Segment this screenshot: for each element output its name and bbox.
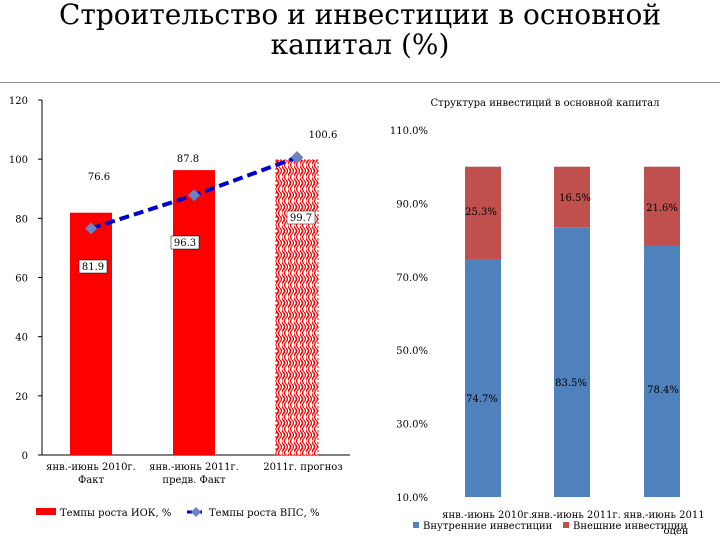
y-tick-label: 100 xyxy=(9,155,28,166)
x-category-label-0: янв.-июнь 2010г. xyxy=(46,462,136,473)
bar-label-ioc-2: 99.7 xyxy=(290,213,312,224)
y-tick-label: 0 xyxy=(22,451,28,462)
bar-label-external-0: 25.3% xyxy=(465,207,497,218)
bar-internal-2 xyxy=(644,245,680,497)
y-tick-label: 20 xyxy=(15,392,28,403)
legend-swatch-external xyxy=(563,522,569,528)
bar-ioc-0 xyxy=(70,212,112,455)
bar-ioc-1 xyxy=(173,170,215,456)
line-vps-marker-0 xyxy=(84,222,98,235)
bar-label-box xyxy=(286,210,316,225)
x-category-label-2: янв.-июнь 2011 xyxy=(623,510,704,521)
y-tick-label: 120 xyxy=(9,96,28,107)
bar-label-external-2: 21.6% xyxy=(646,203,678,214)
line-vps-marker-2 xyxy=(290,151,304,164)
slide-title-line2: капитал (%) xyxy=(270,28,450,61)
legend-swatch-ioc xyxy=(36,508,56,515)
x-category-label-1: предв. Факт xyxy=(162,475,226,486)
y-tick-label: 60 xyxy=(15,274,28,285)
legend-label-internal: Внутренние инвестиции xyxy=(423,521,553,532)
y-tick-label: 80 xyxy=(15,214,28,225)
y-tick-label: 40 xyxy=(15,333,28,344)
legend-label-external: Внешние инвестиции xyxy=(573,521,687,532)
bar-label-box xyxy=(78,259,108,274)
line-vps-marker-1 xyxy=(187,188,201,202)
x-category-label-0: Факт xyxy=(78,475,105,486)
bar-label-box xyxy=(170,235,200,250)
bar-label-internal-1: 83.5% xyxy=(555,378,587,389)
legend-swatch-internal xyxy=(413,522,419,528)
bar-label-ioc-1: 96.3 xyxy=(174,238,196,249)
investment-growth-chart: 0 20 40 60 80 100 120 81.9 96.3 99.7 76.6 87.8 100.6… xyxy=(9,96,350,519)
y-tick-label: 30.0% xyxy=(396,420,428,431)
chart-title: Структура инвестиций в основной капитал xyxy=(431,98,660,109)
bar-external-1 xyxy=(554,166,590,228)
bar-label-external-1: 16.5% xyxy=(559,193,591,204)
y-tick-label: 50.0% xyxy=(396,346,428,357)
y-tick-label: 90.0% xyxy=(396,199,428,210)
y-tick-label: 110.0% xyxy=(390,126,428,137)
bar-label-internal-2: 78.4% xyxy=(647,385,679,396)
x-category-label-1: янв.-июнь 2011г. xyxy=(149,462,239,473)
bar-internal-1 xyxy=(554,227,590,497)
y-tick-label: 10.0% xyxy=(396,493,428,504)
line-label-vps-1: 87.8 xyxy=(177,154,199,165)
bar-label-ioc-0: 81.9 xyxy=(82,262,104,273)
investment-structure-chart: Структура инвестиций в основной капитал 1… xyxy=(390,98,705,537)
title-divider xyxy=(0,82,720,83)
x-category-label-0: янв.-июнь 2010г. xyxy=(442,510,532,521)
bar-label-internal-0: 74.7% xyxy=(466,394,498,405)
line-label-vps-0: 76.6 xyxy=(88,172,110,183)
bar-external-2 xyxy=(644,166,680,246)
legend-label-ioc: Темпы роста ИОК, % xyxy=(60,508,171,519)
y-tick-label: 70.0% xyxy=(396,273,428,284)
slide-title-line1: Строительство и инвестиции в основной xyxy=(58,0,662,31)
line-label-vps-2: 100.6 xyxy=(309,130,338,141)
legend-marker-vps xyxy=(191,507,201,517)
legend-label-vps: Темпы роста ВПС, % xyxy=(209,508,319,519)
bar-external-0 xyxy=(465,166,501,260)
slide-title: Строительство и инвестиции в основной ка… xyxy=(0,0,720,60)
bar-ioc-2 xyxy=(275,159,319,456)
x-category-label-1: янв.-июнь 2011г. xyxy=(531,510,621,521)
x-category-label-2-line2: оцен xyxy=(663,526,688,537)
bar-internal-0 xyxy=(465,259,501,497)
x-category-label-2: 2011г. прогноз xyxy=(263,462,343,473)
